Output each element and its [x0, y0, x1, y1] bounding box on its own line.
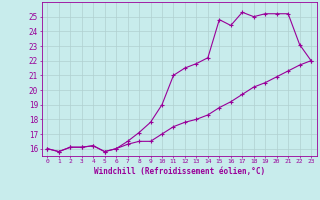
X-axis label: Windchill (Refroidissement éolien,°C): Windchill (Refroidissement éolien,°C) — [94, 167, 265, 176]
